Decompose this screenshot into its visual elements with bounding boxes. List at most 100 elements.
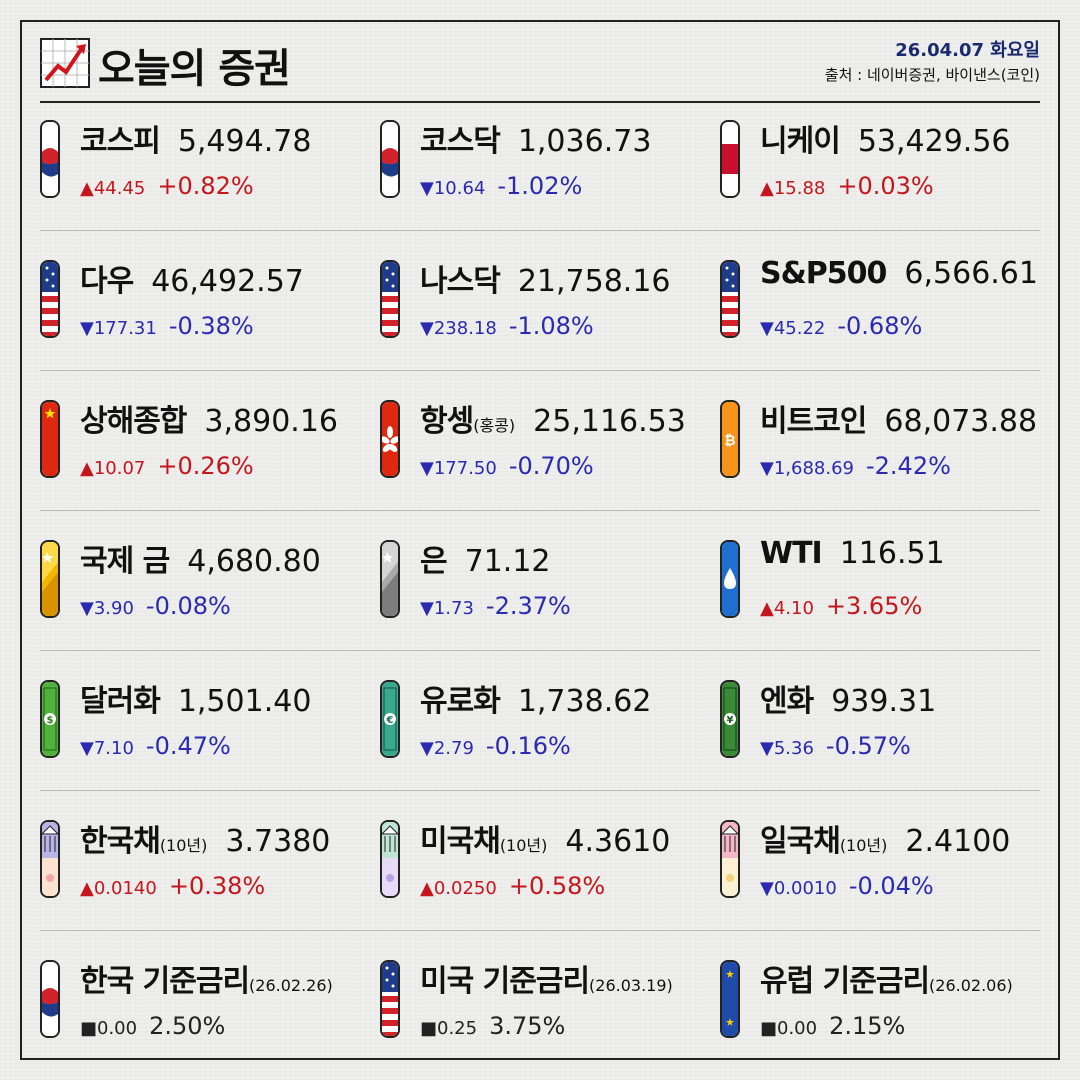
market-name-label: 항셍 <box>420 404 474 439</box>
market-tile: 한국채(10년) 3.7380 ▲0.0140 +0.38% <box>40 820 380 930</box>
korea-flag-icon <box>40 120 60 198</box>
oil-drop-icon <box>720 540 740 618</box>
change-percent: -2.42% <box>866 452 951 480</box>
change-amount: ▼1.73 <box>420 598 474 619</box>
market-tile: 코스피 5,494.78 ▲44.45 +0.82% <box>40 120 380 230</box>
change-amount: ▲10.07 <box>80 458 146 479</box>
korea-flag-icon <box>380 120 400 198</box>
market-name: 유로화 1,738.62 <box>420 676 651 720</box>
market-value: 4.3610 <box>565 824 671 859</box>
market-tile: S&P500 6,566.61 ▼45.22 -0.68% <box>720 256 1060 370</box>
change-amount: ▼238.18 <box>420 318 497 339</box>
change-percent: -0.57% <box>825 732 911 760</box>
market-name-label: 유럽 기준금리 <box>760 964 930 999</box>
market-tile: € 유로화 1,738.62 ▼2.79 -0.16% <box>380 680 720 790</box>
hongkong-flag-icon <box>380 400 400 478</box>
change-percent: -2.37% <box>485 592 571 620</box>
market-name-label: 엔화 <box>760 684 814 719</box>
change-amount: ▼0.0010 <box>760 878 837 899</box>
market-name: 코스피 5,494.78 <box>80 116 311 160</box>
market-change: ▼1,688.69 -2.42% <box>760 452 951 480</box>
market-change: ▼177.50 -0.70% <box>420 452 594 480</box>
china-flag-icon <box>40 400 60 478</box>
market-tile: 국제 금 4,680.80 ▼3.90 -0.08% <box>40 540 380 650</box>
market-name: 니케이 53,429.56 <box>760 116 1011 160</box>
market-tile: 나스닥 21,758.16 ▼238.18 -1.08% <box>380 260 720 370</box>
change-amount: ▼45.22 <box>760 318 826 339</box>
market-name-label: 달러화 <box>80 684 161 719</box>
dollar-bill-icon: $ <box>40 680 60 758</box>
market-change: ▼45.22 -0.68% <box>760 312 922 340</box>
market-tile: $ 달러화 1,501.40 ▼7.10 -0.47% <box>40 680 380 790</box>
market-change: ▲4.10 +3.65% <box>760 592 922 620</box>
market-value: 116.51 <box>839 536 945 571</box>
svg-text:$: $ <box>47 715 54 726</box>
market-name-label: 상해종합 <box>80 404 187 439</box>
market-change: ▼7.10 -0.47% <box>80 732 231 760</box>
market-change: ▼238.18 -1.08% <box>420 312 594 340</box>
change-percent: +3.65% <box>825 592 923 620</box>
euro-bill-icon: € <box>380 680 400 758</box>
change-amount: ■0.00 <box>80 1018 138 1039</box>
change-percent: -0.16% <box>485 732 571 760</box>
market-value: 3,890.16 <box>204 404 338 439</box>
market-name: 엔화 939.31 <box>760 676 936 720</box>
usa-flag-icon <box>380 260 400 338</box>
market-name-label: S&P500 <box>760 256 887 291</box>
row-divider <box>40 930 1040 931</box>
market-name: S&P500 6,566.61 <box>760 256 1038 291</box>
market-name: 코스닥 1,036.73 <box>420 116 651 160</box>
market-value: 1,036.73 <box>517 124 652 159</box>
change-percent: -0.08% <box>145 592 231 620</box>
market-value: 25,116.53 <box>533 404 686 439</box>
market-name: 한국 기준금리(26.02.26) <box>80 956 333 1000</box>
market-name-sub: (10년) <box>159 836 208 855</box>
market-name-sub: (26.03.19) <box>589 976 673 995</box>
change-amount: ▼3.90 <box>80 598 134 619</box>
market-tile: 유럽 기준금리(26.02.06) ■0.00 2.15% <box>720 960 1060 1070</box>
change-percent: +0.26% <box>157 452 254 480</box>
change-percent: -1.08% <box>508 312 594 340</box>
market-name-label: 미국채 <box>420 824 501 859</box>
date-label: 26.04.07 화요일 <box>895 40 1040 61</box>
market-value: 1,501.40 <box>177 684 312 719</box>
change-amount: ▼177.50 <box>420 458 497 479</box>
market-value: 21,758.16 <box>517 264 671 299</box>
market-name-label: WTI <box>760 536 823 571</box>
market-name-label: 코스닥 <box>420 124 501 159</box>
korea-bond-icon <box>40 820 60 898</box>
market-change: ▼1.73 -2.37% <box>420 592 571 620</box>
market-change: ▼0.0010 -0.04% <box>760 872 934 900</box>
market-change: ▼177.31 -0.38% <box>80 312 254 340</box>
change-amount: ▼7.10 <box>80 738 134 759</box>
japan-flag-icon <box>720 120 740 198</box>
source-label: 출처 : 네이버증권, 바이낸스(코인) <box>824 66 1040 84</box>
market-change: ▼10.64 -1.02% <box>420 172 582 200</box>
market-change: ▲10.07 +0.26% <box>80 452 254 480</box>
market-tile: 미국 기준금리(26.03.19) ■0.25 3.75% <box>380 960 720 1070</box>
market-change: ▼5.36 -0.57% <box>760 732 911 760</box>
market-value: 53,429.56 <box>857 124 1011 159</box>
outer-frame <box>20 20 1060 1060</box>
row-divider <box>40 370 1040 371</box>
change-percent: +0.03% <box>837 172 934 200</box>
market-value: 5,494.78 <box>177 124 312 159</box>
rate-value: 3.75% <box>489 1012 566 1040</box>
market-tile: ¥ 엔화 939.31 ▼5.36 -0.57% <box>720 680 1060 790</box>
change-amount: ▼177.31 <box>80 318 157 339</box>
market-name: 상해종합 3,890.16 <box>80 396 338 440</box>
change-percent: -0.04% <box>848 872 934 900</box>
market-value: 46,492.57 <box>151 264 304 299</box>
header: 오늘의 증권 26.04.07 화요일 출처 : 네이버증권, 바이낸스(코인) <box>40 34 1040 104</box>
market-name: 나스닥 21,758.16 <box>420 256 671 300</box>
market-change: ▲0.0250 +0.58% <box>420 872 605 900</box>
market-name-label: 미국 기준금리 <box>420 964 590 999</box>
market-name-sub: (홍콩) <box>473 416 516 435</box>
market-name: 달러화 1,501.40 <box>80 676 311 720</box>
change-percent: -0.68% <box>837 312 923 340</box>
row-divider <box>40 510 1040 511</box>
japan-bond-icon <box>720 820 740 898</box>
market-change: ■0.00 2.15% <box>760 1012 905 1040</box>
market-change: ▼3.90 -0.08% <box>80 592 231 620</box>
change-percent: -1.02% <box>497 172 583 200</box>
